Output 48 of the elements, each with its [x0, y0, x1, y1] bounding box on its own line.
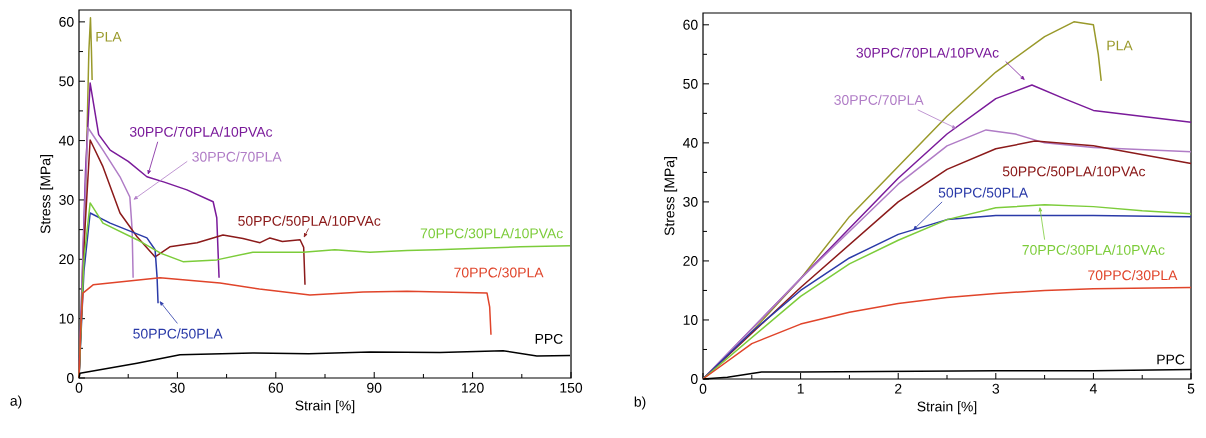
x-tick-label: 4 [1089, 383, 1097, 394]
x-axis-title: Strain [%] [917, 401, 977, 415]
x-tick-label: 0 [75, 382, 83, 393]
y-tick-label: 0 [66, 373, 74, 383]
y-axis-title: Stress [MPa] [664, 157, 678, 236]
x-tick-label: 120 [462, 382, 484, 393]
y-tick-label: 40 [682, 137, 698, 148]
y-tick-label: 50 [59, 76, 74, 87]
x-tick-label: 3 [992, 383, 1000, 394]
x-tick-label: 1 [797, 383, 804, 394]
text: b) [634, 396, 646, 410]
legend-label: 50PPC/50PLA [133, 328, 223, 339]
x-tick-label: 5 [1187, 383, 1195, 394]
x-axis-title: Strain [%] [295, 400, 355, 414]
x-tick-label: 30 [170, 382, 185, 393]
y-tick-label: 20 [683, 255, 698, 266]
series-label: 70PPC/30PLA [454, 267, 544, 278]
text: 30PPC/70PLA [192, 151, 282, 162]
series-label: 50PPC/50PLA [938, 187, 1029, 198]
y-tick-label: 30 [59, 194, 74, 205]
y-tick-label: 0 [690, 374, 698, 384]
series-label: 50PPC/50PLA/10PVAc [238, 215, 381, 226]
text: 30PPC/70PLA [834, 94, 924, 105]
y-tick-label: 50 [683, 78, 698, 89]
y-tick-label: 10 [683, 315, 698, 325]
series-label: 50PPC/50PLA/10PVAc [1002, 166, 1146, 177]
y-tick-label: 20 [59, 254, 74, 265]
series-label: 30PPC/70PLA/10PVAc [129, 126, 273, 137]
x-tick-label: 150 [560, 382, 583, 393]
legend-label: 70PPC/30PLA/10PVAc [1022, 244, 1165, 255]
text: 30PPC/70PLA/10PVAc [856, 47, 999, 58]
x-tick-label: 2 [895, 383, 902, 394]
x-tick-label: 60 [268, 382, 284, 393]
series-label: PPC [1157, 354, 1185, 365]
y-tick-label: 40 [58, 135, 74, 146]
y-axis-title: Stress [MPa] [40, 155, 54, 234]
text: a) [10, 395, 22, 409]
series-label: PLA [1107, 40, 1133, 51]
y-tick-label: 60 [59, 16, 74, 27]
series-label: PPC [535, 333, 563, 344]
series-label: 70PPC/30PLA [1088, 269, 1178, 281]
series-label: PLA [96, 31, 122, 42]
series-label: 70PPC/30PLA/10PVAc [420, 228, 563, 239]
x-tick-label: 0 [699, 383, 707, 394]
y-tick-label: 10 [59, 313, 74, 324]
y-tick-label: 30 [683, 196, 698, 207]
x-tick-label: 90 [367, 382, 382, 393]
y-tick-label: 60 [683, 19, 698, 30]
